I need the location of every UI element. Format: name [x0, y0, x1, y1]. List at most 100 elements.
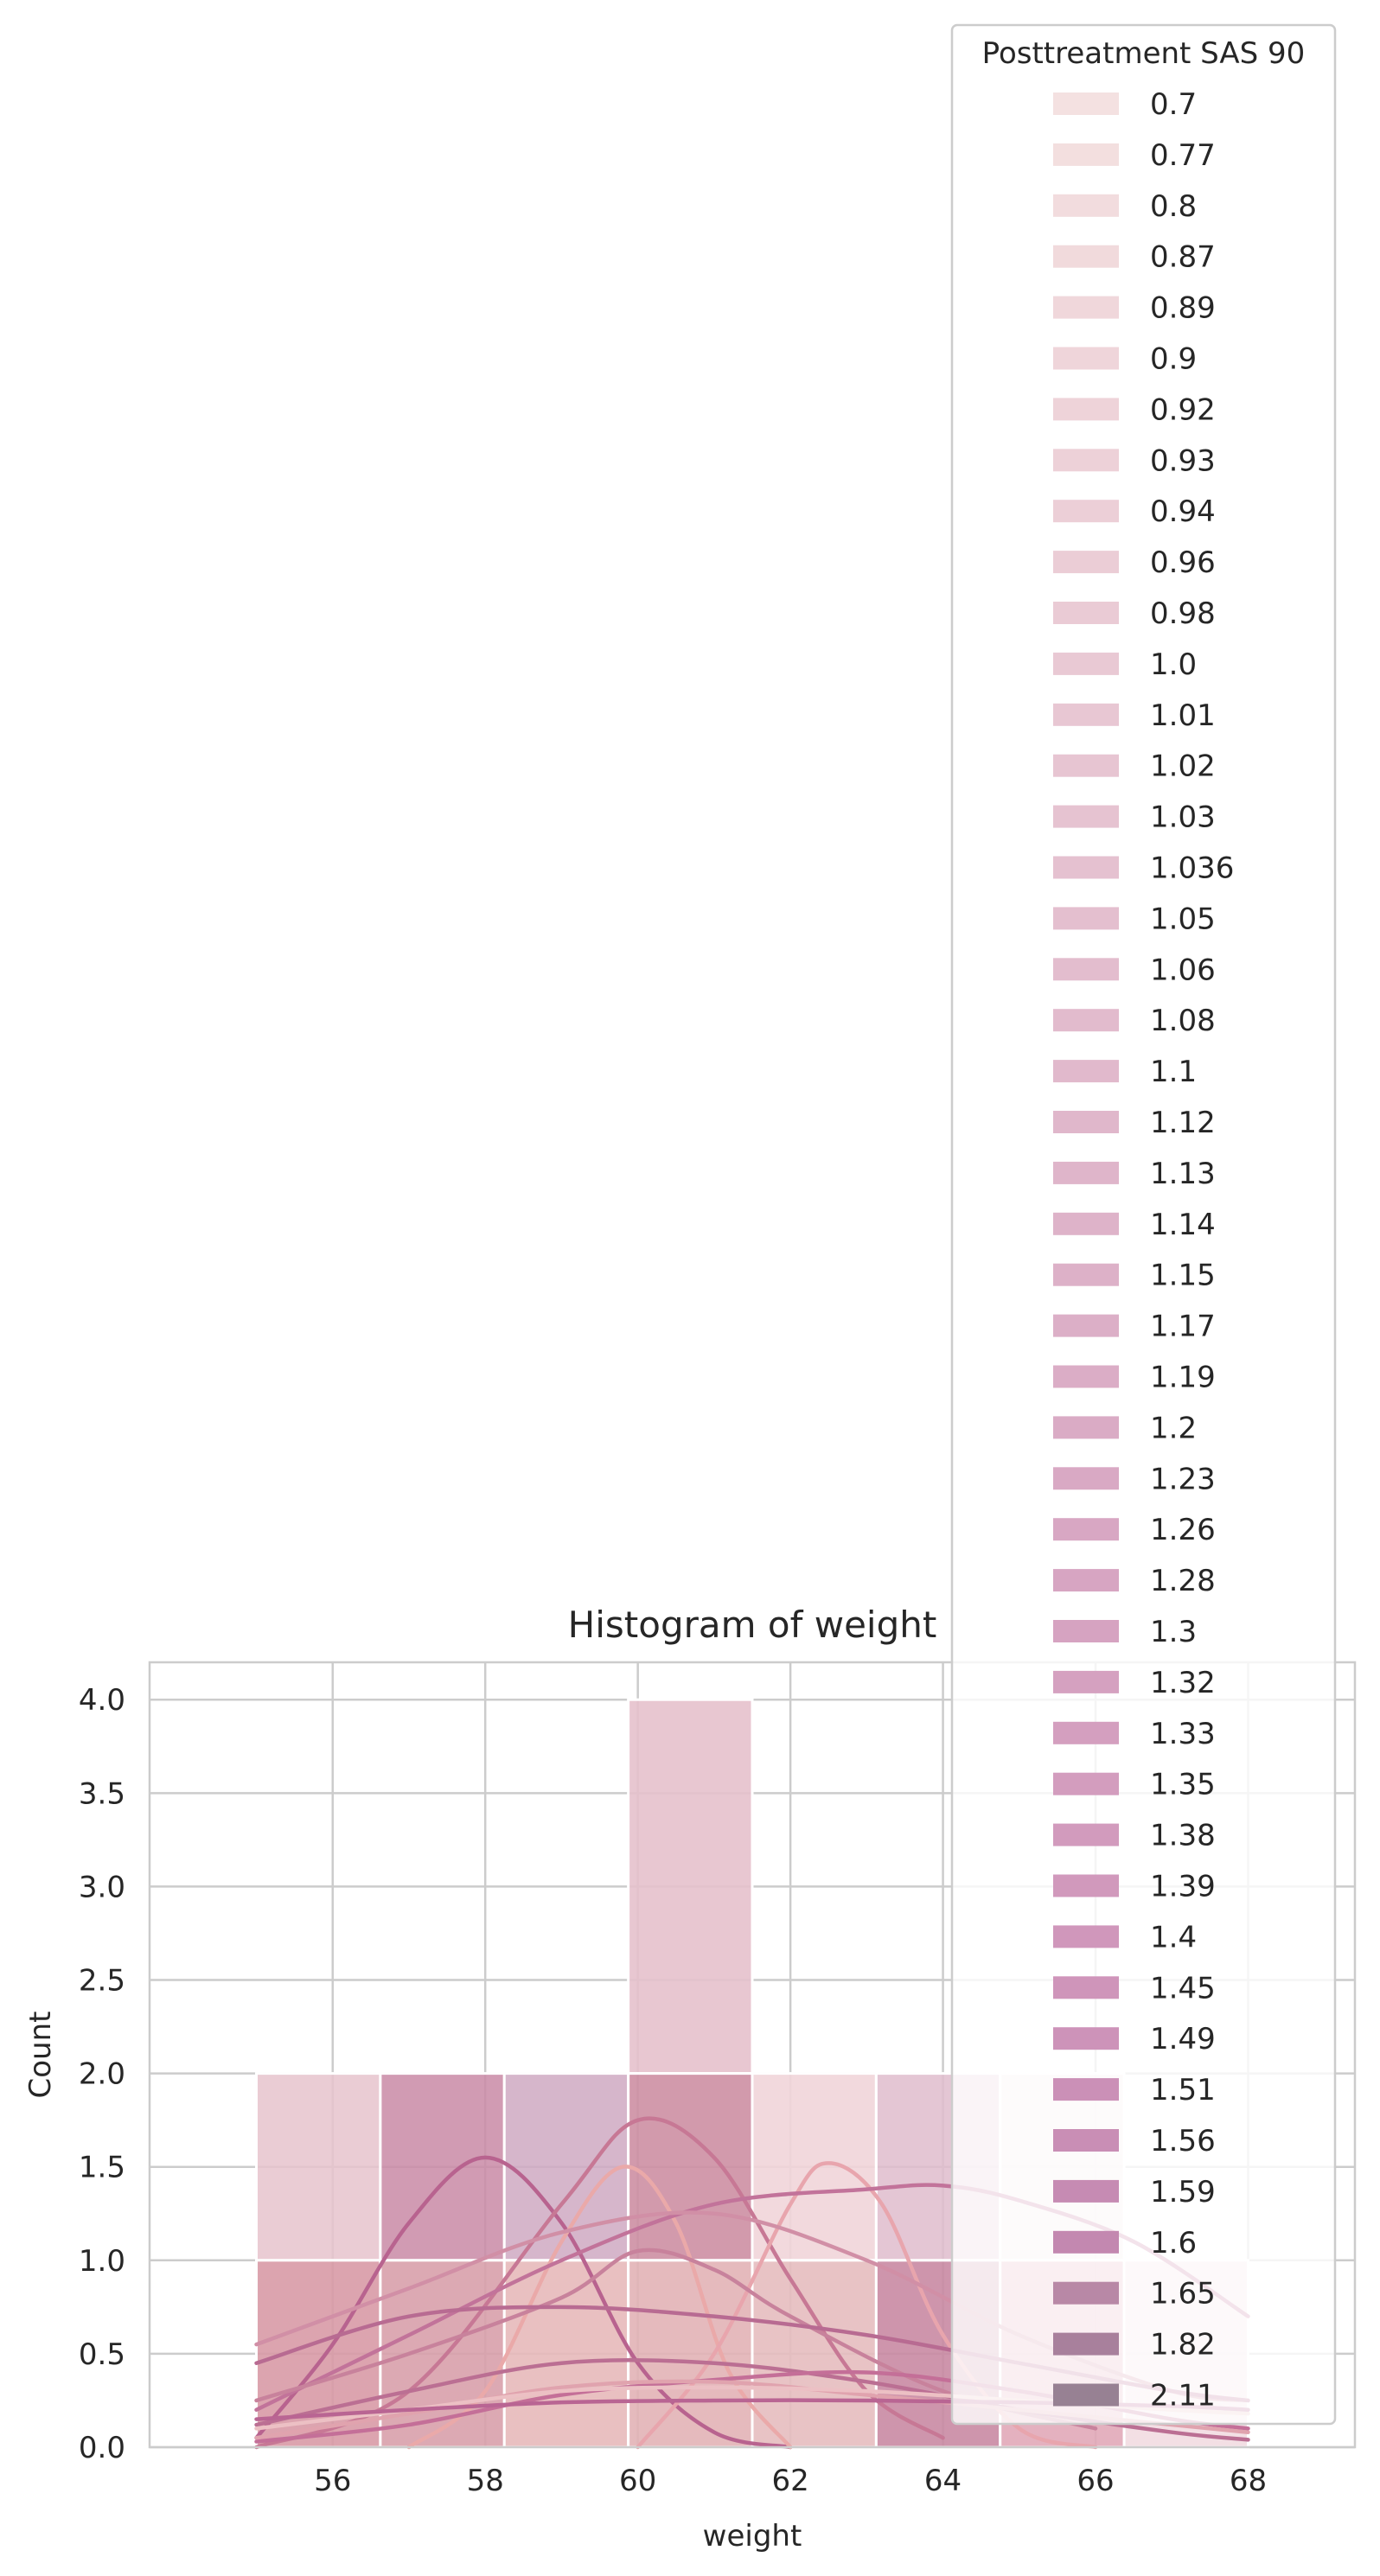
y-tick-label: 1.0 — [79, 2244, 125, 2279]
x-axis-label: weight — [703, 2519, 802, 2554]
y-tick-label: 2.0 — [79, 2057, 125, 2092]
histogram-bar — [255, 2072, 382, 2262]
legend-label: 1.19 — [1150, 1361, 1216, 1395]
legend-entry: 1.0 — [1053, 647, 1197, 682]
plot-frame — [148, 1661, 1357, 2449]
legend-label: 0.8 — [1150, 189, 1197, 224]
legend-swatch — [1053, 2179, 1119, 2203]
kde-curve — [254, 2116, 945, 2450]
legend-swatch — [1053, 602, 1119, 624]
legend-entry: 1.3 — [1053, 1615, 1197, 1649]
legend-label: 1.05 — [1150, 902, 1216, 936]
legend-label: 1.02 — [1150, 749, 1216, 784]
legend-label: 1.38 — [1150, 1819, 1216, 1853]
y-axis-label: Count — [23, 2012, 58, 2099]
legend-label: 1.33 — [1150, 1717, 1216, 1751]
legend-label: 1.28 — [1150, 1564, 1216, 1598]
legend-label: 1.1 — [1150, 1055, 1197, 1089]
legend-swatch — [1053, 2027, 1119, 2050]
legend-entry: 1.28 — [1053, 1564, 1216, 1598]
legend-swatch — [1053, 2281, 1119, 2305]
legend-label: 1.3 — [1150, 1615, 1197, 1649]
legend-label: 0.92 — [1150, 392, 1216, 427]
legend-entry: 1.4 — [1053, 1920, 1197, 1954]
kde-curve — [254, 2155, 793, 2450]
legend-label: 0.87 — [1150, 240, 1216, 275]
legend-swatch — [1053, 1569, 1119, 1592]
legend-swatch — [1053, 551, 1119, 574]
legend-label: 0.94 — [1150, 494, 1216, 529]
legend-swatch — [1053, 245, 1119, 268]
legend-entry: 1.2 — [1053, 1411, 1197, 1445]
legend-entry: 0.96 — [1053, 545, 1216, 580]
legend-entry: 1.02 — [1053, 749, 1216, 784]
legend-swatch — [1053, 2129, 1119, 2152]
legend-label: 1.17 — [1150, 1310, 1216, 1344]
legend-swatch — [1053, 1161, 1119, 1184]
legend-entry: 1.19 — [1053, 1361, 1216, 1395]
legend-entry: 1.39 — [1053, 1870, 1216, 1904]
legend-swatch — [1053, 1365, 1119, 1388]
legend-label: 1.6 — [1150, 2226, 1197, 2260]
legend-swatch — [1053, 1518, 1119, 1541]
legend-entry: 1.14 — [1053, 1208, 1216, 1242]
legend-label: 1.08 — [1150, 1004, 1216, 1038]
legend-swatch — [1053, 1263, 1119, 1286]
kde-curve — [406, 2165, 793, 2450]
legend-entry: 1.6 — [1053, 2226, 1197, 2260]
legend-label: 1.4 — [1150, 1920, 1197, 1954]
legend-entry: 1.56 — [1053, 2124, 1216, 2158]
legend-swatch — [1053, 1111, 1119, 1133]
x-tick-label: 64 — [924, 2464, 962, 2498]
histogram-bar — [502, 2259, 630, 2449]
legend-swatch — [1053, 1212, 1119, 1235]
legend-label: 0.98 — [1150, 596, 1216, 631]
legend-swatch — [1053, 347, 1119, 370]
legend-swatch — [1053, 2230, 1119, 2254]
legend-swatch — [1053, 907, 1119, 930]
legend-entry: 1.23 — [1053, 1462, 1216, 1496]
legend-label: 1.03 — [1150, 800, 1216, 835]
legend-swatch — [1053, 1874, 1119, 1897]
legend-swatch — [1053, 194, 1119, 217]
legend-label: 1.14 — [1150, 1208, 1216, 1242]
y-tick-label: 1.5 — [79, 2151, 125, 2185]
legend-label: 1.23 — [1150, 1462, 1216, 1496]
legend-swatch — [1053, 398, 1119, 421]
legend-label: 0.9 — [1150, 342, 1197, 377]
legend-swatch — [1053, 1670, 1119, 1693]
legend-entry: 1.26 — [1053, 1513, 1216, 1547]
legend-entry: 1.06 — [1053, 953, 1216, 987]
legend-entry: 0.92 — [1053, 392, 1216, 427]
legend-entry: 1.08 — [1053, 1004, 1216, 1038]
legend-entry: 1.33 — [1053, 1717, 1216, 1751]
legend-entry: 1.49 — [1053, 2022, 1216, 2056]
legend-entry: 1.15 — [1053, 1259, 1216, 1293]
legend-entry: 1.17 — [1053, 1310, 1216, 1344]
legend-entry: 0.94 — [1053, 494, 1216, 529]
x-tick-label: 58 — [467, 2464, 504, 2498]
legend-label: 0.77 — [1150, 138, 1216, 173]
legend-entry: 1.05 — [1053, 902, 1216, 936]
y-tick-label: 4.0 — [79, 1683, 125, 1718]
legend-label: 1.15 — [1150, 1259, 1216, 1293]
legend-swatch — [1053, 1620, 1119, 1642]
legend-swatch — [1053, 703, 1119, 726]
y-tick-label: 3.0 — [79, 1870, 125, 1904]
histogram-bar — [379, 2072, 506, 2262]
legend-entry: 0.77 — [1053, 138, 1216, 173]
legend-swatch — [1053, 92, 1119, 115]
legend-swatch — [1053, 500, 1119, 523]
histogram-bar — [627, 2072, 754, 2262]
legend-swatch — [1053, 2078, 1119, 2101]
legend-entry: 2.11 — [1053, 2379, 1216, 2413]
legend-label: 1.01 — [1150, 698, 1216, 733]
legend-entry: 1.51 — [1053, 2073, 1216, 2107]
legend-swatch — [1053, 143, 1119, 166]
legend-label: 1.49 — [1150, 2022, 1216, 2056]
x-tick-label: 60 — [619, 2464, 656, 2498]
legend-entry: 1.82 — [1053, 2328, 1216, 2362]
y-tick-label: 3.5 — [79, 1776, 125, 1811]
legend-entry: 1.32 — [1053, 1666, 1216, 1700]
